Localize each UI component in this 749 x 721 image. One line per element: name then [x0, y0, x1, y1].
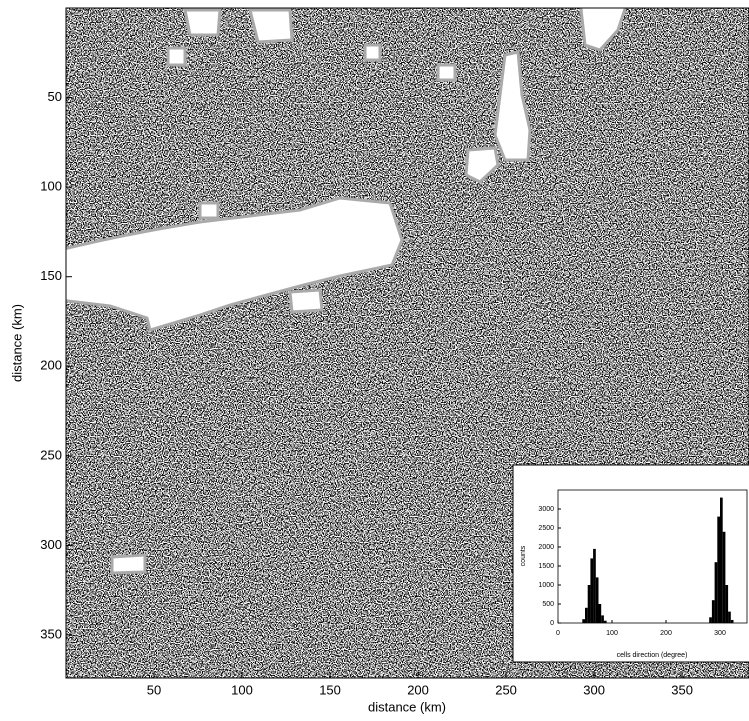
field-image: [66, 8, 749, 678]
histogram-bar: [593, 548, 596, 623]
x-axis-label: distance (km): [368, 699, 446, 714]
histogram-bar: [598, 604, 602, 623]
histogram-bar: [728, 611, 731, 623]
y-tick-label: 150: [40, 268, 62, 283]
x-tick-label: 50: [147, 682, 161, 697]
inset-y-label: counts: [520, 545, 527, 566]
x-tick-label: 150: [319, 682, 341, 697]
y-tick-label: 0: [550, 620, 554, 627]
x-tick-label: 200: [660, 630, 672, 637]
histogram-bar: [590, 558, 594, 623]
x-tick-label: 100: [606, 630, 618, 637]
y-tick-label: 300: [40, 537, 62, 552]
y-tick-label: 1000: [538, 582, 554, 589]
x-tick-label: 100: [231, 682, 253, 697]
x-tick-label: 200: [407, 682, 429, 697]
y-axis-label: distance (km): [9, 304, 24, 382]
histogram-bar: [603, 620, 607, 623]
x-tick-label: 300: [714, 630, 726, 637]
y-tick-label: 250: [40, 447, 62, 462]
y-tick-label: 3000: [538, 506, 554, 513]
histogram-bar: [720, 497, 723, 623]
x-tick-label: 0: [556, 630, 560, 637]
y-tick-label: 350: [40, 626, 62, 641]
y-tick-label: 500: [542, 601, 554, 608]
histogram-bar: [587, 585, 591, 623]
histogram-bar: [714, 562, 718, 623]
inset-axes: [557, 489, 748, 624]
histogram-bar: [722, 531, 726, 623]
histogram-bar: [601, 615, 604, 623]
histogram-bar: [730, 619, 734, 623]
x-tick-label: 250: [495, 682, 517, 697]
y-tick-label: 1500: [538, 563, 554, 570]
histogram-bar: [711, 600, 715, 623]
histogram-bar: [725, 585, 729, 623]
y-tick-label: 2500: [538, 525, 554, 532]
histogram-bar: [582, 619, 585, 623]
y-tick-label: 100: [40, 179, 62, 194]
x-tick-label: 350: [671, 682, 693, 697]
histogram-bar: [595, 577, 599, 623]
inset-frame: [512, 464, 749, 663]
plot-frame: [65, 7, 749, 679]
y-tick-label: 2000: [538, 544, 554, 551]
histogram-bar: [717, 516, 720, 623]
inset-x-label: cells direction (degree): [617, 652, 688, 659]
histogram-bar: [709, 617, 712, 623]
y-tick-label: 50: [48, 89, 62, 104]
histogram-bar: [585, 607, 588, 623]
y-tick-label: 200: [40, 358, 62, 373]
x-tick-label: 300: [583, 682, 605, 697]
